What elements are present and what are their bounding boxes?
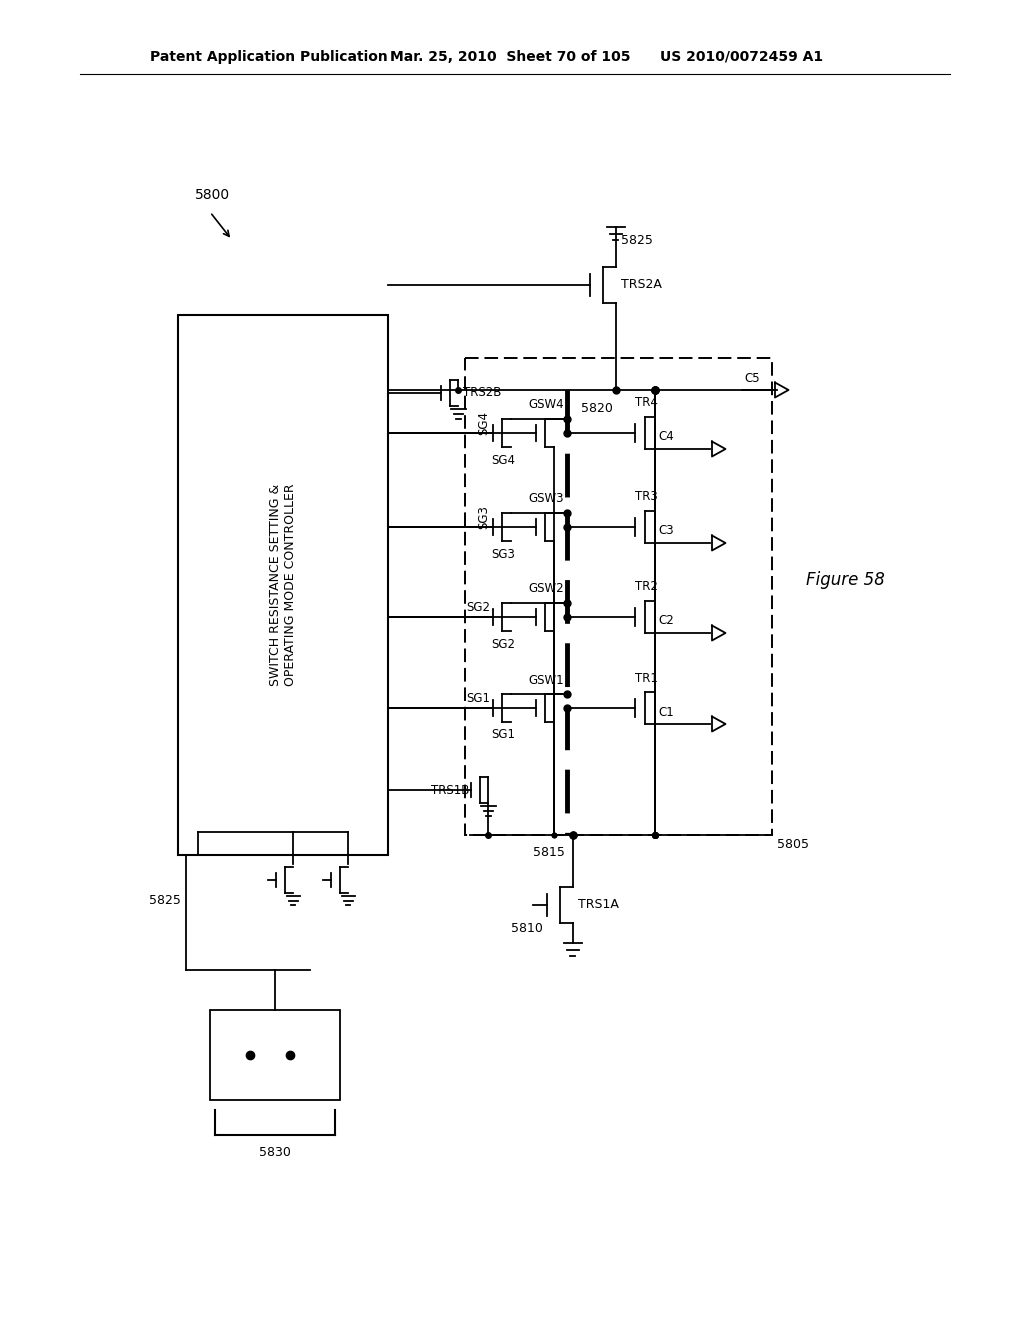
Text: SG3: SG3 — [477, 506, 489, 529]
Text: 5825: 5825 — [621, 234, 652, 247]
Text: TRS1A: TRS1A — [578, 899, 618, 912]
Text: SG3: SG3 — [492, 548, 515, 561]
Text: US 2010/0072459 A1: US 2010/0072459 A1 — [660, 50, 823, 63]
Bar — [465, 358, 772, 836]
Text: 5800: 5800 — [195, 187, 230, 202]
Text: SG4: SG4 — [490, 454, 515, 466]
Text: GSW4: GSW4 — [528, 399, 564, 412]
Text: 5820: 5820 — [581, 401, 612, 414]
Text: TRS2B: TRS2B — [464, 387, 502, 400]
Bar — [178, 315, 388, 855]
Text: 5815: 5815 — [532, 846, 564, 859]
Text: SG4: SG4 — [477, 412, 489, 436]
Text: C1: C1 — [658, 705, 674, 718]
Text: SWITCH RESISTANCE SETTING &
OPERATING MODE CONTROLLER: SWITCH RESISTANCE SETTING & OPERATING MO… — [269, 483, 297, 686]
Text: SG1: SG1 — [490, 729, 515, 742]
Text: Mar. 25, 2010  Sheet 70 of 105: Mar. 25, 2010 Sheet 70 of 105 — [390, 50, 631, 63]
Text: 5810: 5810 — [511, 921, 543, 935]
Text: C5: C5 — [744, 371, 760, 384]
Text: SG2: SG2 — [466, 601, 489, 614]
Text: SG1: SG1 — [466, 692, 489, 705]
Text: TRS2A: TRS2A — [621, 279, 662, 292]
Text: GSW1: GSW1 — [528, 673, 564, 686]
Text: C3: C3 — [658, 524, 674, 537]
Text: 5830: 5830 — [259, 1147, 291, 1159]
Text: TR1: TR1 — [635, 672, 657, 685]
Text: GSW2: GSW2 — [528, 582, 564, 595]
Text: TR3: TR3 — [635, 491, 657, 503]
Text: 5825: 5825 — [150, 894, 181, 907]
Text: Patent Application Publication: Patent Application Publication — [150, 50, 388, 63]
Text: TR2: TR2 — [635, 581, 657, 594]
Text: GSW3: GSW3 — [528, 492, 564, 506]
Text: TR4: TR4 — [635, 396, 657, 409]
Text: C4: C4 — [658, 430, 674, 444]
Text: Figure 58: Figure 58 — [806, 572, 885, 589]
Text: SG2: SG2 — [490, 638, 515, 651]
Text: 5805: 5805 — [777, 838, 809, 851]
Text: TRS1B: TRS1B — [430, 784, 469, 796]
Text: C2: C2 — [658, 615, 674, 627]
Bar — [210, 1010, 340, 1100]
